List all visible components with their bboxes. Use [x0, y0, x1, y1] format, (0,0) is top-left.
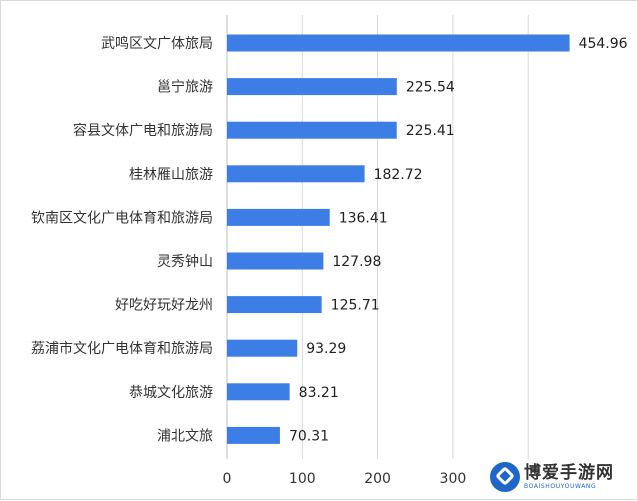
value-label: 70.31 [289, 428, 329, 444]
category-label: 容县文体广电和旅游局 [73, 122, 213, 139]
watermark-sub-text: BOAISHOUYOUWANG [524, 482, 597, 490]
watermark-logo: 博爱手游网 BOAISHOUYOUWANG [490, 460, 632, 494]
value-label: 83.21 [299, 385, 339, 401]
bar [227, 339, 298, 357]
value-label: 182.72 [374, 167, 423, 183]
bar [227, 121, 397, 139]
bar [227, 34, 570, 52]
value-label: 93.29 [306, 341, 346, 357]
bar [227, 165, 365, 183]
watermark-main-text: 博爱手游网 [524, 462, 614, 483]
bar [227, 252, 324, 270]
category-label: 武鸣区文广体旅局 [101, 35, 213, 52]
category-label: 灵秀钟山 [157, 253, 213, 270]
value-label: 225.41 [406, 123, 455, 139]
x-tick-label: 300 [440, 471, 467, 487]
category-label: 桂林雁山旅游 [129, 167, 213, 183]
logo-badge-icon [490, 462, 520, 492]
bar [227, 296, 322, 314]
value-label: 127.98 [332, 254, 381, 270]
category-label: 浦北文旅 [157, 428, 213, 444]
value-label: 136.41 [339, 210, 388, 226]
bar [227, 426, 280, 444]
category-label: 邕宁旅游 [157, 79, 213, 96]
category-label: 钦南区文化广电体育和旅游局 [31, 210, 213, 226]
watermark-text: 博爱手游网 BOAISHOUYOUWANG [524, 462, 614, 490]
category-label: 好吃好玩好龙州 [115, 298, 213, 314]
x-tick-label: 0 [223, 471, 232, 487]
bar [227, 78, 397, 96]
value-label: 225.54 [406, 80, 455, 96]
category-label: 恭城文化旅游 [129, 385, 213, 401]
category-label: 荔浦市文化广电体育和旅游局 [31, 340, 213, 357]
x-tick-label: 100 [289, 471, 316, 487]
value-label: 454.96 [579, 36, 628, 52]
x-tick-label: 200 [364, 471, 391, 487]
bar [227, 383, 290, 401]
bar [227, 208, 330, 226]
value-label: 125.71 [331, 298, 380, 314]
